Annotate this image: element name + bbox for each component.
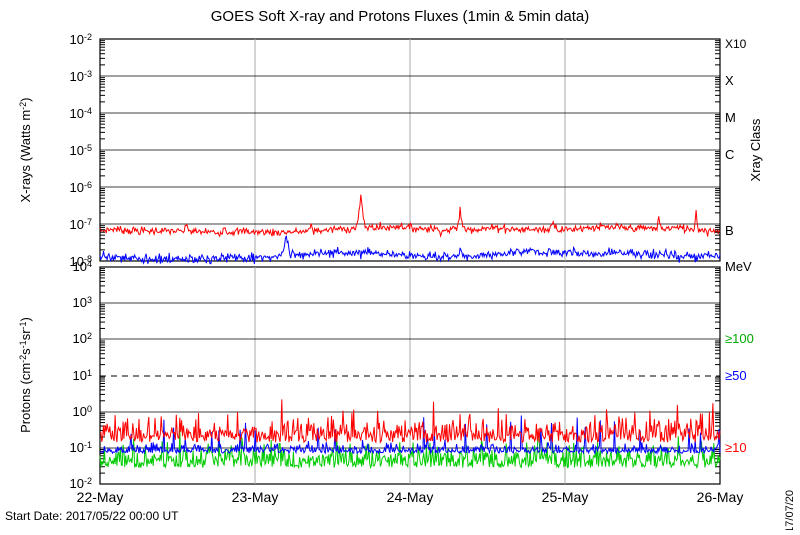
svg-text:≥50: ≥50	[725, 368, 747, 383]
svg-text:Start Date: 2017/05/22 00:00 U: Start Date: 2017/05/22 00:00 UT	[5, 509, 179, 523]
svg-text:X: X	[725, 73, 734, 88]
svg-text:C: C	[725, 147, 734, 162]
svg-text:≥10: ≥10	[725, 440, 747, 455]
svg-text:Protons (cm-2s-1sr-1): Protons (cm-2s-1sr-1)	[18, 317, 33, 433]
svg-text:MeV: MeV	[725, 259, 752, 274]
svg-text:26-May: 26-May	[697, 489, 744, 505]
svg-text:25-May: 25-May	[542, 489, 589, 505]
svg-text:24-May: 24-May	[387, 489, 434, 505]
svg-text:GOES Soft X-ray and Protons Fl: GOES Soft X-ray and Protons Fluxes (1min…	[211, 8, 590, 25]
svg-text:X10: X10	[725, 37, 747, 51]
svg-text:Xray Class: Xray Class	[748, 118, 763, 181]
svg-text:≥100: ≥100	[725, 331, 754, 346]
svg-text:HELIO: 2017/07/20: HELIO: 2017/07/20	[784, 490, 796, 530]
svg-text:M: M	[725, 110, 736, 125]
svg-text:23-May: 23-May	[232, 489, 279, 505]
svg-text:22-May: 22-May	[77, 489, 124, 505]
svg-text:X-rays (Watts m-2): X-rays (Watts m-2)	[18, 97, 33, 202]
svg-text:B: B	[725, 223, 734, 238]
